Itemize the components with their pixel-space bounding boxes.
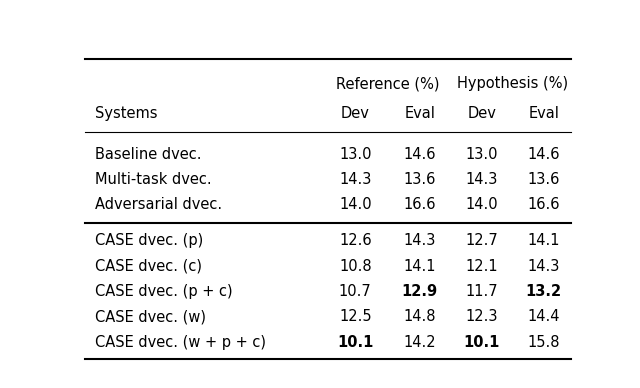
Text: 12.7: 12.7 (465, 233, 498, 248)
Text: 13.6: 13.6 (527, 172, 560, 187)
Text: 14.4: 14.4 (527, 310, 560, 324)
Text: Hypothesis (%): Hypothesis (%) (457, 76, 568, 92)
Text: 14.6: 14.6 (403, 147, 436, 162)
Text: CASE dvec. (p + c): CASE dvec. (p + c) (95, 284, 232, 299)
Text: 14.6: 14.6 (527, 147, 560, 162)
Text: 12.5: 12.5 (339, 310, 372, 324)
Text: Eval: Eval (529, 106, 559, 121)
Text: 16.6: 16.6 (403, 197, 436, 212)
Text: Dev: Dev (467, 106, 496, 121)
Text: Systems: Systems (95, 106, 157, 121)
Text: 14.2: 14.2 (403, 335, 436, 350)
Text: 12.9: 12.9 (402, 284, 438, 299)
Text: CASE dvec. (p): CASE dvec. (p) (95, 233, 203, 248)
Text: 13.6: 13.6 (404, 172, 436, 187)
Text: Adversarial dvec.: Adversarial dvec. (95, 197, 222, 212)
Text: 10.1: 10.1 (337, 335, 374, 350)
Text: 14.0: 14.0 (465, 197, 498, 212)
Text: 13.0: 13.0 (339, 147, 372, 162)
Text: 12.6: 12.6 (339, 233, 372, 248)
Text: 14.0: 14.0 (339, 197, 372, 212)
Text: 12.3: 12.3 (465, 310, 498, 324)
Text: 10.8: 10.8 (339, 259, 372, 274)
Text: CASE dvec. (c): CASE dvec. (c) (95, 259, 202, 274)
Text: Multi-task dvec.: Multi-task dvec. (95, 172, 211, 187)
Text: Eval: Eval (404, 106, 435, 121)
Text: Reference (%): Reference (%) (336, 76, 439, 92)
Text: 14.1: 14.1 (403, 259, 436, 274)
Text: 14.8: 14.8 (403, 310, 436, 324)
Text: Baseline dvec.: Baseline dvec. (95, 147, 202, 162)
Text: 13.0: 13.0 (465, 147, 498, 162)
Text: 14.3: 14.3 (404, 233, 436, 248)
Text: 12.1: 12.1 (465, 259, 498, 274)
Text: 11.7: 11.7 (465, 284, 498, 299)
Text: CASE dvec. (w): CASE dvec. (w) (95, 310, 206, 324)
Text: 15.8: 15.8 (527, 335, 560, 350)
Text: 14.3: 14.3 (339, 172, 371, 187)
Text: 10.1: 10.1 (463, 335, 500, 350)
Text: Dev: Dev (341, 106, 370, 121)
Text: 16.6: 16.6 (527, 197, 560, 212)
Text: CASE dvec. (w + p + c): CASE dvec. (w + p + c) (95, 335, 266, 350)
Text: 14.1: 14.1 (527, 233, 560, 248)
Text: 13.2: 13.2 (525, 284, 562, 299)
Text: 14.3: 14.3 (527, 259, 560, 274)
Text: 10.7: 10.7 (339, 284, 372, 299)
Text: 14.3: 14.3 (465, 172, 498, 187)
